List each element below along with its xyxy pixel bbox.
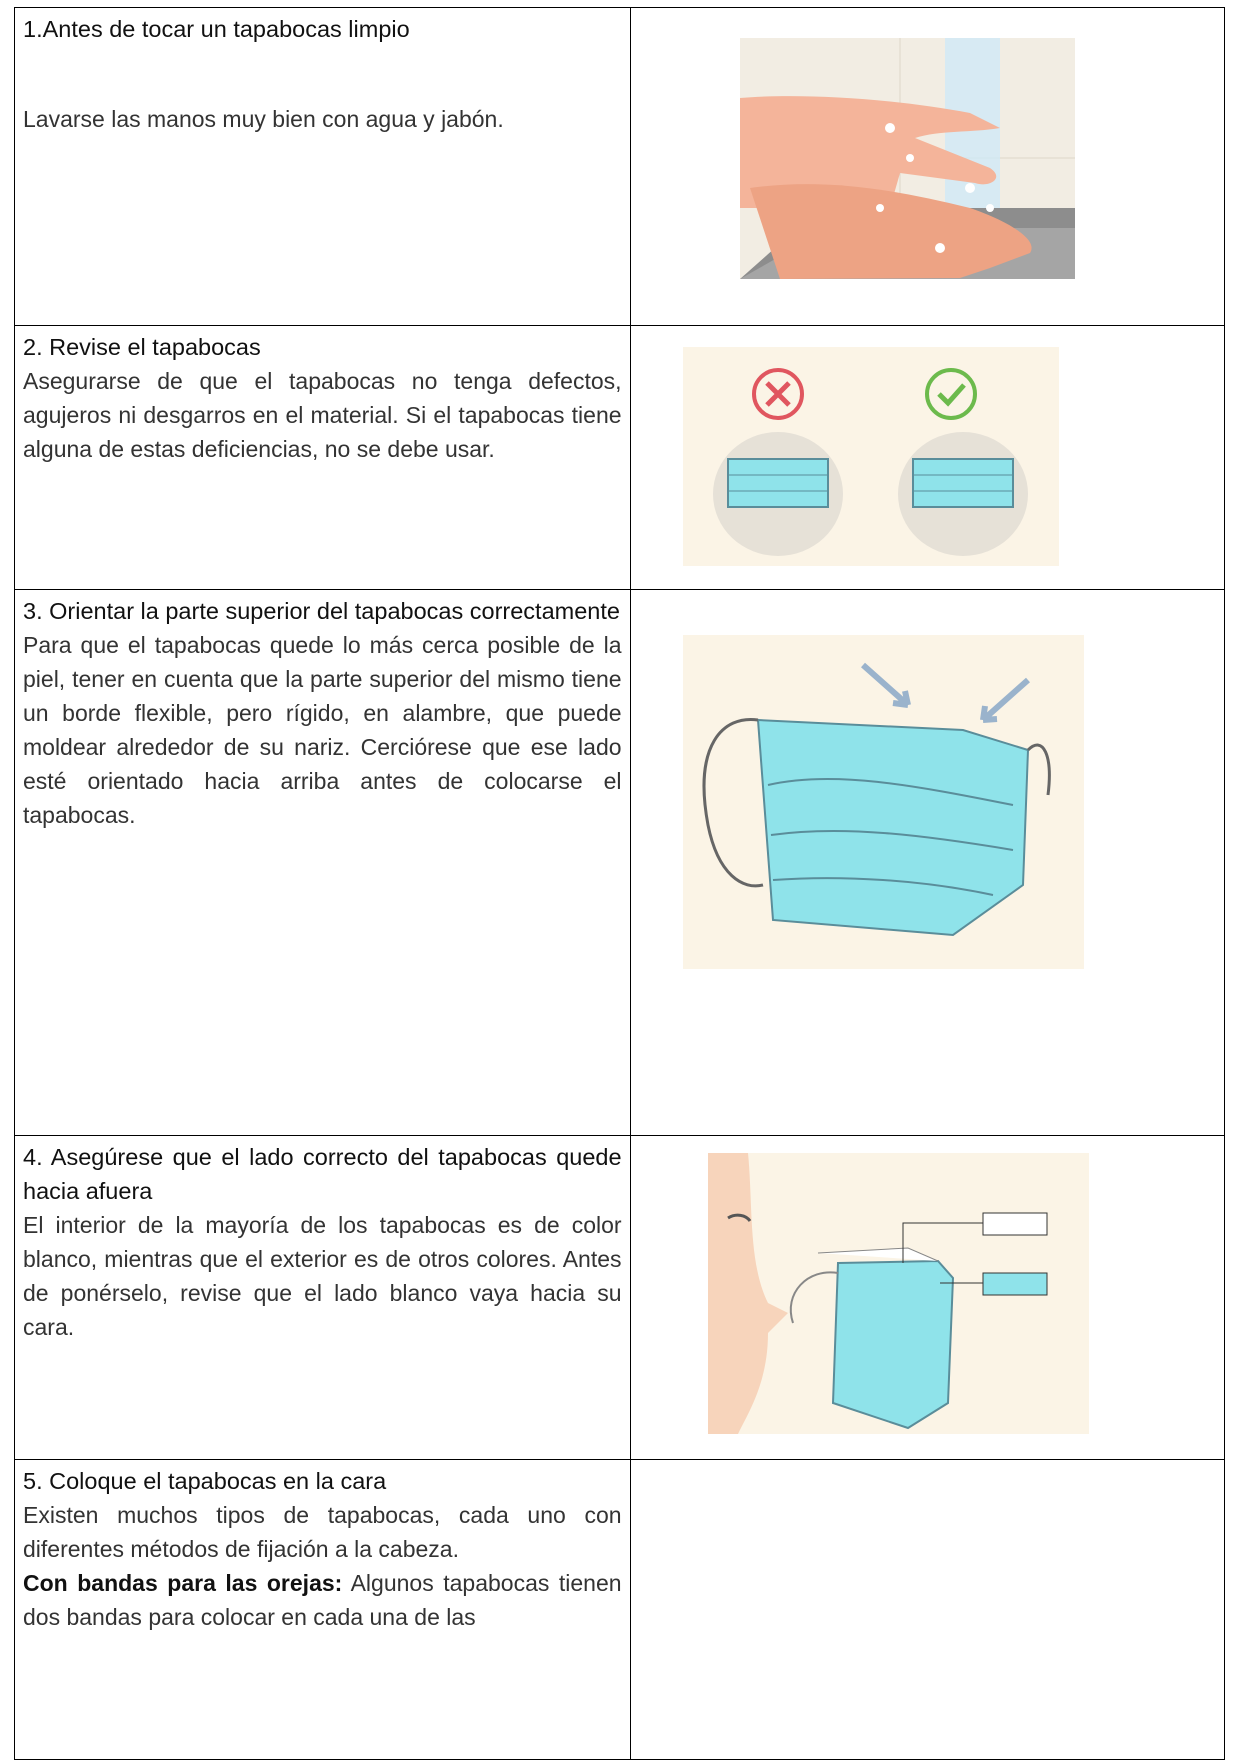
step-title: 2. Revise el tapabocas (23, 334, 261, 360)
step-note: Con bandas para las orejas: Algunos tapa… (23, 1566, 622, 1634)
step-text: El interior de la mayoría de los tapaboc… (23, 1212, 622, 1340)
step-title: 4. Asegúrese que el lado correcto del ta… (23, 1144, 622, 1204)
steps-table: 1.Antes de tocar un tapabocas limpio Lav… (14, 7, 1226, 1760)
note-text: Algunos tapabocas tienen dos bandas para… (23, 1570, 622, 1630)
step-title: 5. Coloque el tapabocas en la cara (23, 1468, 387, 1494)
mask-side-illustration (707, 1153, 1089, 1434)
row: 2. Revise el tapabocas Asegurarse de que… (14, 325, 1226, 590)
note-label: Con bandas para las orejas: (23, 1570, 343, 1596)
mask-check-illustration (682, 347, 1059, 566)
row: 5. Coloque el tapabocas en la cara Exist… (14, 1459, 1226, 1760)
hands-illustration (739, 38, 1075, 279)
step-title: 3. Orientar la parte superior del tapabo… (23, 598, 620, 624)
mask-orientation-illustration (682, 635, 1084, 969)
row: 1.Antes de tocar un tapabocas limpio Lav… (14, 7, 1226, 326)
step-text: Para que el tapabocas quede lo más cerca… (23, 632, 622, 828)
page: 1.Antes de tocar un tapabocas limpio Lav… (14, 7, 1226, 1760)
step-text: Lavarse las manos muy bien con agua y ja… (23, 106, 504, 132)
step-title: 1.Antes de tocar un tapabocas limpio (23, 16, 410, 42)
step-text: Asegurarse de que el tapabocas no tenga … (23, 368, 622, 462)
row: 3. Orientar la parte superior del tapabo… (14, 589, 1226, 1136)
step-text: Existen muchos tipos de tapabocas, cada … (23, 1502, 622, 1562)
row: 4. Asegúrese que el lado correcto del ta… (14, 1135, 1226, 1460)
